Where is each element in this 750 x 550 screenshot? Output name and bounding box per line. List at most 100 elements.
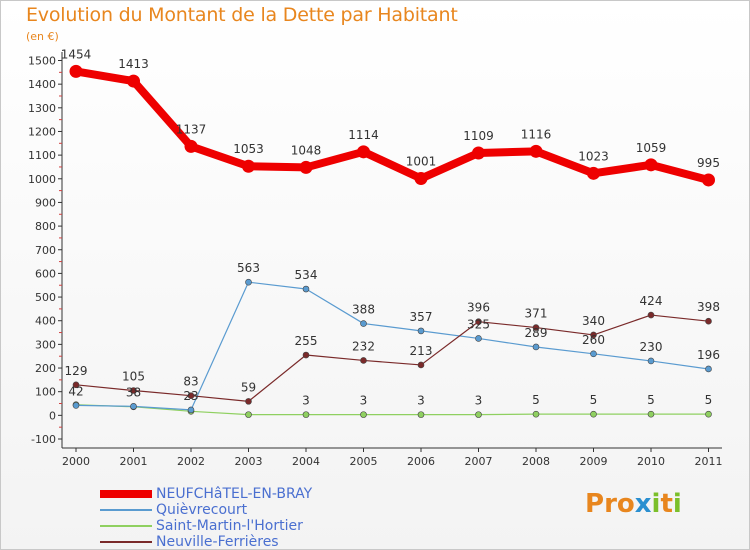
legend-item: NEUFCHâTEL-EN-BRAY [100, 486, 312, 502]
data-point [245, 398, 252, 405]
data-label: 388 [352, 303, 375, 317]
data-label: 1048 [291, 143, 322, 157]
data-point [472, 146, 485, 160]
data-label: 1059 [636, 141, 667, 155]
legend-label: NEUFCHâTEL-EN-BRAY [156, 486, 313, 502]
data-point [302, 285, 310, 293]
series-line [75, 67, 710, 184]
logo-letter: t [660, 489, 673, 519]
y-tick-label: 1200 [28, 125, 56, 138]
data-point [72, 381, 80, 389]
data-label: 83 [183, 375, 198, 389]
data-point [647, 410, 655, 418]
y-tick-label: 0 [49, 409, 56, 422]
x-tick-label: 2001 [120, 455, 148, 468]
y-tick-label: 1000 [28, 173, 56, 186]
data-point [475, 335, 482, 342]
y-tick-label: 1400 [28, 78, 56, 91]
legend-swatch [100, 509, 152, 511]
series-line [75, 314, 709, 402]
x-tick-label: 2004 [292, 455, 320, 468]
legend: NEUFCHâTEL-EN-BRAY Quièvrecourt Saint-Mart… [100, 486, 312, 550]
data-label: 1137 [176, 122, 207, 136]
series-line [75, 404, 709, 416]
data-label: 371 [525, 307, 548, 321]
chart-title: Evolution du Montant de la Dette par Hab… [26, 4, 458, 26]
y-tick-label: 600 [35, 267, 56, 280]
data-label: 1116 [521, 127, 552, 141]
data-point [414, 172, 428, 186]
data-point [130, 387, 137, 394]
data-point [705, 410, 712, 418]
data-point [130, 403, 137, 410]
x-tick-label: 2002 [177, 455, 205, 468]
legend-label: Saint-Martin-l'Hortier [156, 518, 303, 534]
data-label: 232 [352, 339, 375, 353]
y-tick-label: 100 [35, 386, 56, 399]
legend-label: Quièvrecourt [156, 502, 248, 518]
data-label: 196 [697, 348, 720, 362]
data-point [302, 411, 310, 418]
logo-letter: P [585, 489, 605, 519]
data-label: 3 [417, 394, 425, 408]
data-point [184, 139, 198, 153]
series-line [75, 281, 709, 411]
data-label: 5 [705, 393, 713, 407]
data-label: 325 [467, 317, 490, 331]
data-label: 213 [410, 344, 433, 358]
data-label: 289 [525, 326, 548, 340]
data-point [299, 160, 313, 174]
data-point [357, 145, 370, 159]
x-tick-label: 2003 [235, 455, 263, 468]
y-tick-label: 300 [35, 338, 56, 351]
y-tick-label: 200 [35, 362, 56, 375]
data-point [245, 411, 252, 418]
logo-letter: i [672, 489, 682, 519]
data-point [647, 357, 655, 365]
data-label: 995 [697, 156, 720, 170]
data-point [532, 410, 540, 418]
data-point [590, 331, 597, 339]
data-label: 129 [65, 364, 88, 378]
data-label: 3 [302, 394, 310, 408]
data-label: 1023 [578, 149, 609, 163]
data-point [475, 411, 482, 418]
data-label: 230 [640, 340, 663, 354]
y-tick-label: 1300 [28, 102, 56, 115]
data-label: 38 [126, 385, 141, 399]
data-label: 260 [582, 333, 605, 347]
data-point [532, 324, 540, 331]
data-label: 105 [122, 370, 145, 384]
data-label: 424 [640, 294, 663, 308]
y-tick-label: 1500 [28, 55, 56, 68]
data-label: 42 [68, 384, 83, 398]
data-label: 1001 [406, 155, 437, 169]
data-label: 255 [295, 334, 318, 348]
data-point [587, 166, 600, 180]
data-point [590, 410, 597, 418]
data-point [705, 365, 712, 373]
legend-swatch [100, 541, 152, 543]
x-tick-label: 2007 [465, 455, 493, 468]
data-point [302, 351, 310, 359]
y-tick-label: 500 [35, 291, 56, 304]
legend-label: Neuville-Ferrières [156, 534, 279, 550]
data-point [590, 350, 597, 358]
logo-letter: o [616, 489, 635, 519]
data-label: 3 [360, 394, 368, 408]
data-point [187, 406, 195, 414]
data-point [702, 173, 715, 187]
data-label: 534 [295, 268, 318, 282]
data-label: 396 [467, 301, 490, 315]
data-point [360, 320, 367, 327]
data-point [417, 327, 425, 335]
data-point [647, 311, 655, 319]
x-tick-label: 2005 [350, 455, 378, 468]
data-point [475, 318, 482, 325]
data-point [532, 343, 540, 351]
legend-item: Saint-Martin-l'Hortier [100, 518, 312, 534]
data-label: 5 [532, 393, 540, 407]
data-label: 1114 [348, 128, 379, 142]
legend-swatch [100, 490, 152, 498]
data-point [360, 411, 367, 418]
